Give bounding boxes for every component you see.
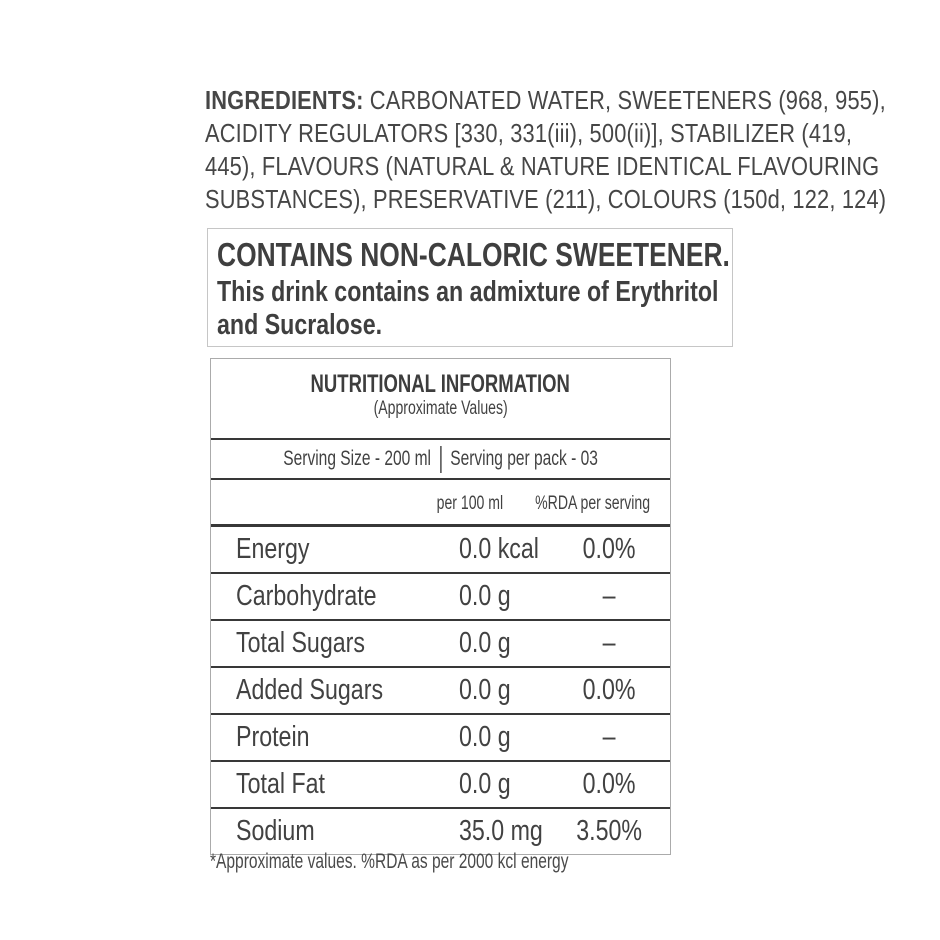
rda-cell: – — [603, 627, 616, 659]
nutrition-row-added-sugars: Added Sugars 0.0 g 0.0% — [211, 668, 670, 715]
ingredients-line4-text: SUBSTANCES), PRESERVATIVE (211), COLOURS… — [205, 184, 887, 214]
per-100ml-cell: 0.0 g — [459, 580, 511, 612]
nutrition-row-carbohydrate: Carbohydrate 0.0 g – — [211, 574, 670, 621]
rda-cell: – — [603, 721, 616, 753]
sweetener-notice-body-line: and Sucralose. — [217, 309, 383, 341]
nutrition-row-energy: Energy 0.0 kcal 0.0% — [211, 527, 670, 574]
sweetener-notice-body-line: This drink contains an admixture of Eryt… — [217, 276, 719, 308]
nutrient-name-cell: Protein — [236, 721, 310, 753]
sweetener-notice-box: CONTAINS NON-CALORIC SWEETENER. This dri… — [207, 228, 733, 347]
rda-cell: – — [603, 580, 616, 612]
serving-size-text: Serving Size - 200 ml — [283, 447, 431, 470]
nutrition-row-sodium: Sodium 35.0 mg 3.50% — [211, 809, 670, 854]
per-100ml-cell: 0.0 g — [459, 627, 511, 659]
ingredients-line1-text: CARBONATED WATER, SWEETENERS (968, 955), — [363, 85, 886, 115]
ingredients-line: ACIDITY REGULATORS [330, 331(iii), 500(i… — [205, 117, 940, 150]
ingredients-label: INGREDIENTS: — [205, 85, 364, 115]
nutrition-table-header: NUTRITIONAL INFORMATION (Approximate Val… — [211, 359, 670, 440]
serving-info-row: Serving Size - 200 ml Serving per pack -… — [211, 440, 670, 480]
column-header-row: per 100 ml %RDA per serving — [211, 480, 670, 527]
nutrition-table-title: NUTRITIONAL INFORMATION — [310, 370, 571, 398]
column-header-per-100ml: per 100 ml — [436, 493, 504, 514]
nutrient-name-cell: Carbohydrate — [236, 580, 377, 612]
sweetener-notice-heading: CONTAINS NON-CALORIC SWEETENER. — [217, 236, 730, 273]
approximate-values-footnote: *Approximate values. %RDA as per 2000 kc… — [210, 850, 569, 873]
nutrition-row-protein: Protein 0.0 g – — [211, 715, 670, 762]
per-100ml-cell: 0.0 g — [459, 721, 511, 753]
per-100ml-cell: 35.0 mg — [459, 815, 543, 847]
nutrient-name-cell: Sodium — [236, 815, 315, 847]
nutrient-name-cell: Added Sugars — [236, 674, 384, 706]
nutrition-table-subtitle: (Approximate Values) — [373, 398, 508, 419]
rda-cell: 0.0% — [583, 533, 636, 565]
nutrient-name-cell: Total Fat — [236, 768, 325, 800]
serving-divider — [439, 445, 442, 473]
column-header-rda: %RDA per serving — [534, 493, 650, 514]
nutrition-row-total-fat: Total Fat 0.0 g 0.0% — [211, 762, 670, 809]
rda-cell: 0.0% — [583, 768, 636, 800]
nutrient-name-cell: Total Sugars — [236, 627, 365, 659]
ingredients-section: INGREDIENTS: CARBONATED WATER, SWEETENER… — [205, 84, 940, 216]
per-100ml-cell: 0.0 g — [459, 768, 511, 800]
ingredients-line: INGREDIENTS: CARBONATED WATER, SWEETENER… — [205, 84, 940, 117]
ingredients-line: SUBSTANCES), PRESERVATIVE (211), COLOURS… — [205, 183, 940, 216]
ingredients-line2-text: ACIDITY REGULATORS [330, 331(iii), 500(i… — [205, 118, 853, 148]
per-100ml-cell: 0.0 kcal — [459, 533, 539, 565]
nutrient-name-cell: Energy — [236, 533, 310, 565]
ingredients-line3-text: 445), FLAVOURS (NATURAL & NATURE IDENTIC… — [205, 151, 880, 181]
per-100ml-cell: 0.0 g — [459, 674, 511, 706]
nutrition-row-total-sugars: Total Sugars 0.0 g – — [211, 621, 670, 668]
ingredients-line: 445), FLAVOURS (NATURAL & NATURE IDENTIC… — [205, 150, 940, 183]
nutrition-table: NUTRITIONAL INFORMATION (Approximate Val… — [210, 358, 671, 855]
rda-cell: 3.50% — [576, 815, 643, 847]
serving-per-pack-text: Serving per pack - 03 — [450, 447, 598, 470]
rda-cell: 0.0% — [583, 674, 636, 706]
